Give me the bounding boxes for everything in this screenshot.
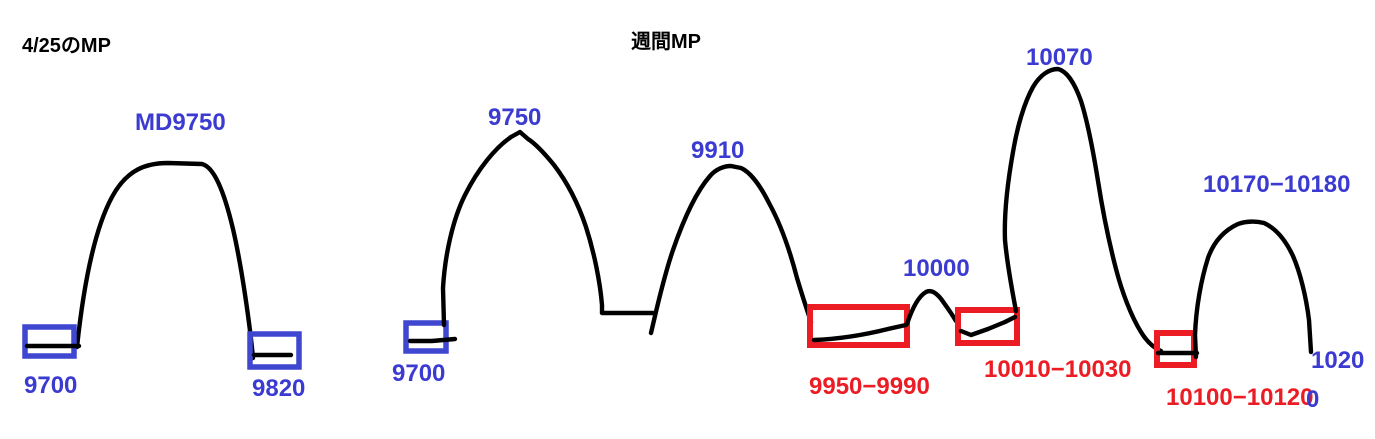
weekly-zone3-label: 10100−10120 — [1166, 384, 1314, 411]
weekly-peak3-label: 10070 — [1026, 44, 1093, 71]
weekly-start-level-line — [407, 336, 458, 344]
daily-peak-label: MD9750 — [135, 109, 226, 136]
daily-arch-curve — [74, 160, 256, 361]
weekly-tall-arch-curve — [1002, 66, 1164, 354]
weekly-arch1-curve — [440, 129, 656, 328]
weekly-zone1-level-line — [811, 322, 909, 343]
weekly-end-label-line1: 1020 — [1311, 347, 1365, 374]
weekly-bump-label: 10000 — [903, 255, 970, 282]
weekly-peak4-label: 10170−10180 — [1203, 171, 1351, 198]
weekly-end-label-line2: 0 — [1306, 386, 1320, 413]
weekly-chart-title: 週間MP — [631, 31, 701, 53]
weekly-start-label: 9700 — [392, 360, 446, 387]
daily-chart-title: 4/25のMP — [22, 35, 111, 57]
weekly-zone1-label: 9950−9990 — [809, 373, 930, 400]
weekly-zone2-box — [955, 307, 1020, 346]
weekly-zone3-box — [1154, 330, 1197, 368]
weekly-zone2-label: 10010−10030 — [984, 356, 1132, 383]
daily-open-box — [22, 324, 77, 359]
daily-open-label: 9700 — [24, 372, 78, 399]
weekly-zone2-level-line — [958, 314, 1018, 338]
weekly-start-box — [403, 320, 449, 354]
weekly-peak1-label: 9750 — [488, 104, 542, 131]
daily-close-box — [247, 331, 302, 370]
weekly-arch2-curve — [648, 163, 814, 336]
weekly-peak2-label: 9910 — [691, 137, 745, 164]
weekly-bump-curve — [904, 288, 959, 327]
daily-close-label: 9820 — [252, 375, 306, 402]
weekly-final-arch-curve — [1192, 219, 1314, 360]
